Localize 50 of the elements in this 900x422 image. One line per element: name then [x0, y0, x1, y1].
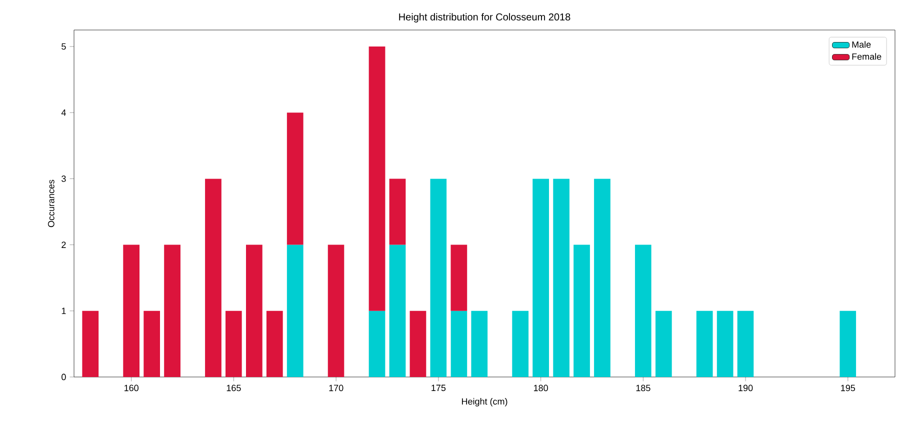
bar [737, 310, 754, 377]
y-tick-label: 5 [62, 43, 66, 50]
bar [266, 310, 283, 377]
bar [328, 244, 344, 377]
bar [144, 310, 160, 377]
y-tick-label: 1 [62, 308, 66, 314]
bar [450, 310, 468, 377]
bar [532, 178, 549, 377]
bar [389, 178, 406, 245]
bar [389, 244, 406, 377]
bar [512, 310, 529, 377]
bar [286, 244, 304, 377]
x-tick-label: 180 [534, 384, 548, 392]
y-tick-label: 4 [61, 110, 66, 116]
y-axis-title: Occurances [48, 180, 54, 228]
x-tick-label: 160 [124, 384, 138, 392]
bar [594, 178, 610, 377]
bar [410, 310, 426, 377]
bar [430, 178, 447, 377]
x-tick-label: 165 [226, 384, 241, 392]
x-tick-label: 190 [738, 384, 753, 392]
bar [164, 244, 180, 377]
bar [471, 310, 488, 377]
x-tick-label: 195 [841, 384, 856, 392]
bar [574, 244, 590, 377]
y-tick-label: 0 [62, 374, 66, 380]
bar [450, 244, 468, 311]
y-tick-label: 3 [62, 176, 66, 182]
x-tick-label: 170 [329, 384, 344, 392]
bar [123, 244, 140, 377]
bar [840, 310, 856, 377]
legend-label: Male [852, 41, 871, 48]
bar [368, 46, 386, 311]
x-tick-label: 185 [636, 384, 650, 392]
legend-label: Female [852, 53, 882, 60]
bar [368, 310, 386, 377]
x-axis-title: Height (cm) [462, 398, 508, 406]
bar [634, 244, 652, 377]
bar [553, 178, 570, 377]
bar [716, 310, 734, 377]
bar [246, 244, 262, 377]
bar [655, 310, 672, 377]
bar [286, 112, 304, 245]
chart-title: Height distribution for Colosseum 2018 [399, 13, 570, 22]
x-tick-label: 175 [432, 384, 446, 392]
bar [696, 310, 713, 377]
y-tick-label: 2 [62, 242, 66, 248]
bar [205, 178, 222, 377]
bar [82, 310, 99, 377]
bar [226, 310, 242, 377]
